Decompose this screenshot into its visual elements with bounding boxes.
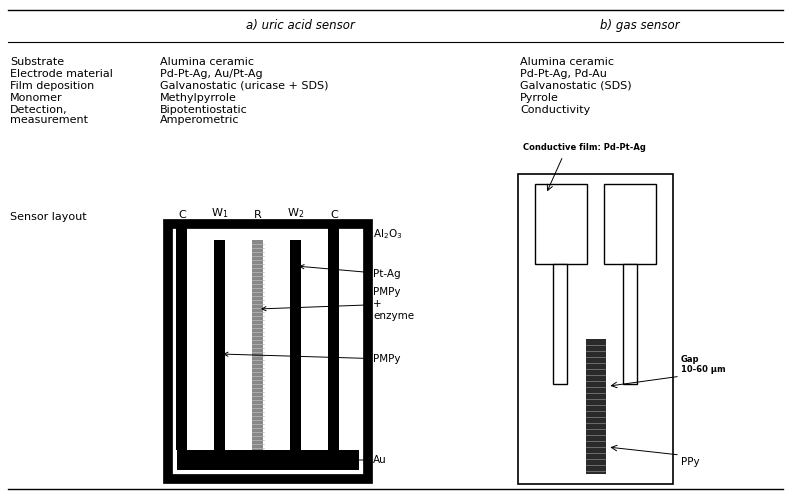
Text: Al$_2$O$_3$: Al$_2$O$_3$	[367, 227, 403, 241]
Bar	[176, 224, 187, 450]
Text: W$_1$: W$_1$	[211, 206, 229, 220]
Text: PMPy
+
enzyme: PMPy + enzyme	[262, 287, 414, 321]
Text: Detection,: Detection,	[10, 105, 67, 115]
Bar	[214, 240, 225, 450]
Bar	[623, 264, 638, 384]
Text: Alumina ceramic: Alumina ceramic	[520, 57, 614, 67]
Text: Film deposition: Film deposition	[10, 81, 94, 91]
Text: Electrode material: Electrode material	[10, 69, 113, 79]
Text: Pyrrole: Pyrrole	[520, 93, 559, 103]
Bar	[328, 224, 339, 450]
Text: Methylpyrrole: Methylpyrrole	[160, 93, 237, 103]
Text: Alumina ceramic: Alumina ceramic	[160, 57, 254, 67]
Text: Galvanostatic (uricase + SDS): Galvanostatic (uricase + SDS)	[160, 81, 328, 91]
Text: Conductive film: Pd-Pt-Ag: Conductive film: Pd-Pt-Ag	[523, 143, 646, 152]
Bar	[168, 224, 368, 479]
Bar	[290, 240, 301, 450]
Text: Au: Au	[300, 455, 387, 465]
Text: PMPy: PMPy	[224, 352, 400, 364]
Text: Bipotentiostatic: Bipotentiostatic	[160, 105, 248, 115]
Bar	[604, 184, 657, 264]
Text: Sensor layout: Sensor layout	[10, 212, 87, 222]
Text: b) gas sensor: b) gas sensor	[600, 18, 679, 31]
Text: Pd-Pt-Ag, Pd-Au: Pd-Pt-Ag, Pd-Au	[520, 69, 607, 79]
Bar	[252, 240, 263, 450]
Text: Substrate: Substrate	[10, 57, 64, 67]
Text: W$_2$: W$_2$	[287, 206, 305, 220]
Bar	[535, 184, 586, 264]
Bar	[554, 264, 567, 384]
Text: a) uric acid sensor: a) uric acid sensor	[245, 18, 354, 31]
Text: Gap
10-60 μm: Gap 10-60 μm	[681, 355, 725, 374]
Bar	[177, 450, 359, 470]
Text: Amperometric: Amperometric	[160, 115, 240, 125]
Text: C: C	[330, 210, 338, 220]
Text: Pd-Pt-Ag, Au/Pt-Ag: Pd-Pt-Ag, Au/Pt-Ag	[160, 69, 263, 79]
Text: R: R	[254, 210, 262, 220]
Bar	[518, 174, 673, 484]
Text: C: C	[178, 210, 186, 220]
Text: PPy: PPy	[681, 457, 699, 467]
Text: Pt-Ag: Pt-Ag	[300, 264, 400, 279]
Text: measurement: measurement	[10, 115, 88, 125]
Text: Conductivity: Conductivity	[520, 105, 590, 115]
Text: Monomer: Monomer	[10, 93, 62, 103]
Bar	[585, 339, 605, 474]
Text: Galvanostatic (SDS): Galvanostatic (SDS)	[520, 81, 632, 91]
